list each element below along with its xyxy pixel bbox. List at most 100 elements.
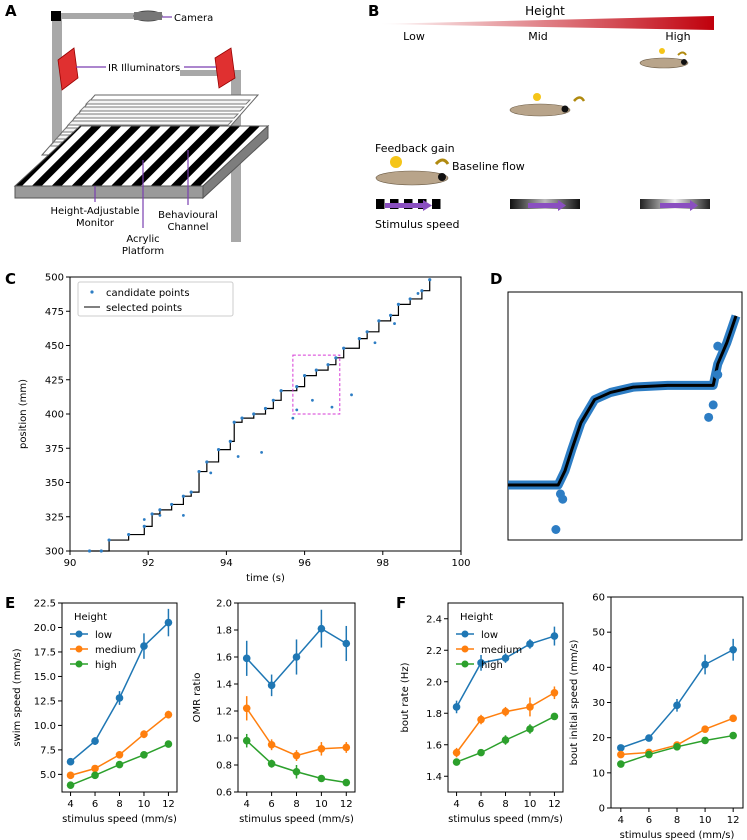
data-point-selected (396, 302, 401, 306)
data-point (267, 681, 276, 690)
data-point (501, 736, 510, 744)
chart-swim-speed: 4 6 8 10 12 5.0 7.5 10.0 12.5 15.0 17.5 20.0 22.5 sti… (12, 599, 178, 825)
x-tick-label: 90 (64, 558, 77, 569)
x-tick-label: 6 (92, 799, 98, 810)
x-tick-label: 10 (315, 799, 328, 810)
data-point (91, 771, 99, 780)
y-tick-label: 1.6 (426, 740, 442, 751)
data-point (550, 688, 559, 697)
series-line (620, 649, 734, 749)
data-point-candidate (260, 450, 263, 454)
data-point-selected (99, 549, 103, 553)
data-point (701, 660, 709, 669)
data-point (140, 730, 148, 739)
stimulus-arrow-high-icon (660, 200, 698, 211)
y-tick-label: 400 (45, 410, 64, 421)
data-point-selected (142, 524, 146, 528)
feedback-gain-label: Feedback gain (375, 142, 455, 155)
data-point (66, 757, 75, 766)
data-point (729, 645, 737, 654)
data-point-selected (314, 368, 318, 372)
data-point-candidate (704, 412, 714, 422)
data-point (477, 715, 485, 724)
data-point-candidate (558, 494, 568, 504)
data-point-candidate (295, 408, 299, 412)
panel-letter-f: F (396, 594, 406, 612)
data-point-selected (365, 330, 369, 334)
series-high (242, 733, 351, 787)
data-point-selected (377, 319, 381, 323)
legend-marker (75, 660, 83, 668)
data-point (452, 748, 461, 757)
data-point-selected (228, 439, 232, 443)
x-tick-label: 94 (220, 558, 233, 569)
y-tick-label: 375 (45, 444, 64, 455)
legend: Height low medium high (70, 612, 136, 671)
series-low (66, 608, 173, 766)
height-schematic: Height Low Mid High Feedback gain Baseli… (375, 4, 714, 231)
legend-label: candidate points (106, 288, 190, 299)
x-tick-label: 4 (453, 799, 459, 810)
legend-label: high (95, 660, 117, 671)
panel-letter-e: E (5, 594, 15, 612)
legend-marker-candidate (90, 290, 94, 294)
y-tick-label: 12.5 (34, 696, 56, 707)
x-tick-label: 8 (116, 799, 122, 810)
series-line (246, 707, 347, 757)
panel-letter-b: B (368, 2, 379, 20)
fish-low-icon (375, 156, 450, 186)
y-axis-label: bout initial speed (mm/s) (569, 639, 580, 765)
data-point (164, 618, 173, 627)
legend-label: high (481, 660, 503, 671)
y-tick-label: 2.4 (426, 614, 442, 625)
y-tick-label: 15.0 (34, 672, 56, 683)
y-tick-label: 1.8 (216, 626, 232, 637)
data-point-selected (420, 289, 424, 293)
y-axis-label: bout rate (Hz) (400, 662, 411, 732)
y-tick-label: 20 (592, 733, 605, 744)
data-point-candidate (551, 525, 561, 534)
acrylic-label-2: Platform (122, 246, 164, 257)
data-point-candidate (311, 398, 314, 402)
data-point (342, 778, 351, 787)
data-point-selected (389, 313, 393, 317)
x-axis-label: stimulus speed (mm/s) (620, 830, 735, 840)
x-tick-label: 100 (451, 558, 470, 569)
data-point-selected (252, 412, 256, 416)
data-point (317, 774, 326, 783)
data-point (701, 736, 709, 745)
data-point-candidate (209, 471, 213, 475)
legend-label: medium (95, 645, 136, 656)
zoom-box (292, 354, 341, 415)
data-point (115, 750, 124, 759)
x-tick-label: 8 (502, 799, 508, 810)
monitor-label-1: Height-Adjustable (50, 206, 139, 217)
data-point-candidate (708, 400, 718, 410)
x-tick-label: 4 (244, 799, 250, 810)
data-point-selected (428, 278, 432, 282)
data-point (242, 654, 251, 663)
y-tick-label: 22.5 (34, 599, 56, 610)
y-tick-label: 500 (45, 273, 64, 284)
data-point (292, 767, 301, 776)
legend-label: low (481, 630, 498, 641)
fish-mid-icon (509, 93, 586, 117)
data-point (66, 781, 75, 789)
data-point-selected (279, 389, 283, 393)
data-point-candidate (373, 341, 377, 345)
x-tick-label: 92 (142, 558, 155, 569)
data-point-selected (189, 490, 193, 494)
series-low (617, 638, 737, 752)
chart-omr-ratio: 4 6 8 10 12 0.6 0.8 1.0 1.2 1.4 1.6 1.8 2.0 stimulus … (192, 599, 356, 825)
data-point-selected (181, 494, 185, 498)
data-point (729, 714, 737, 723)
frame-post-left (52, 14, 62, 174)
data-point (267, 759, 276, 768)
legend-frame (77, 281, 234, 317)
data-point (645, 750, 653, 759)
y-tick-label: 300 (45, 547, 64, 558)
frame-cross-right (180, 70, 240, 76)
legend-label: selected points (106, 303, 182, 314)
data-point (673, 701, 681, 710)
y-tick-label: 450 (45, 341, 64, 352)
